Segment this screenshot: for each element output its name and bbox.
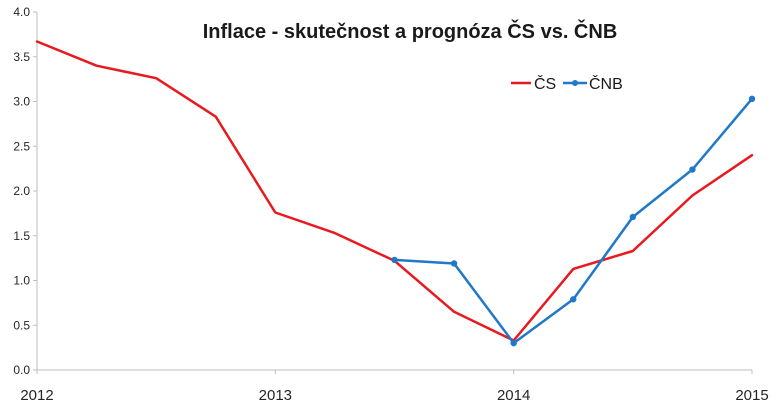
y-tick-labels: 0.0 0.5 1.0 1.5 2.0 2.5 3.0 3.5 4.0: [13, 5, 37, 377]
series-layer: [35, 40, 756, 347]
y-tick-label: 3.5: [13, 50, 30, 64]
x-tick-label: 2012: [20, 387, 53, 404]
data-point-cnb: [689, 166, 696, 173]
legend-label-cnb: ČNB: [589, 74, 623, 93]
legend-marker-cnb: [572, 80, 578, 86]
data-point-cnb: [629, 213, 637, 221]
y-tick-label: 3.0: [13, 95, 30, 109]
y-tick-label: 2.5: [13, 139, 30, 153]
x-tick-label: 2015: [735, 387, 768, 404]
y-tick-label: 0.0: [13, 363, 30, 377]
y-tick-label: 1.5: [13, 229, 30, 243]
x-tick-label: 2014: [497, 387, 530, 404]
data-point-cnb: [748, 95, 756, 103]
data-point-cnb: [391, 256, 398, 264]
legend: ČS ČNB: [511, 74, 623, 93]
x-tick-label: 2013: [259, 387, 292, 404]
y-tick-label: 1.0: [13, 274, 30, 288]
chart-title: Inflace - skutečnost a prognóza ČS vs. Č…: [203, 19, 618, 43]
data-point-cnb: [570, 296, 577, 303]
y-tick-label: 2.0: [13, 184, 30, 198]
data-point-cnb: [510, 339, 517, 347]
y-tick-label: 0.5: [13, 318, 30, 332]
x-tick-labels: 2012 2013 2014 2015: [20, 370, 769, 404]
series-line-cs: [35, 40, 754, 342]
legend-label-cs: ČS: [534, 74, 556, 93]
data-point-cnb: [450, 260, 458, 267]
y-tick-label: 4.0: [13, 5, 30, 19]
